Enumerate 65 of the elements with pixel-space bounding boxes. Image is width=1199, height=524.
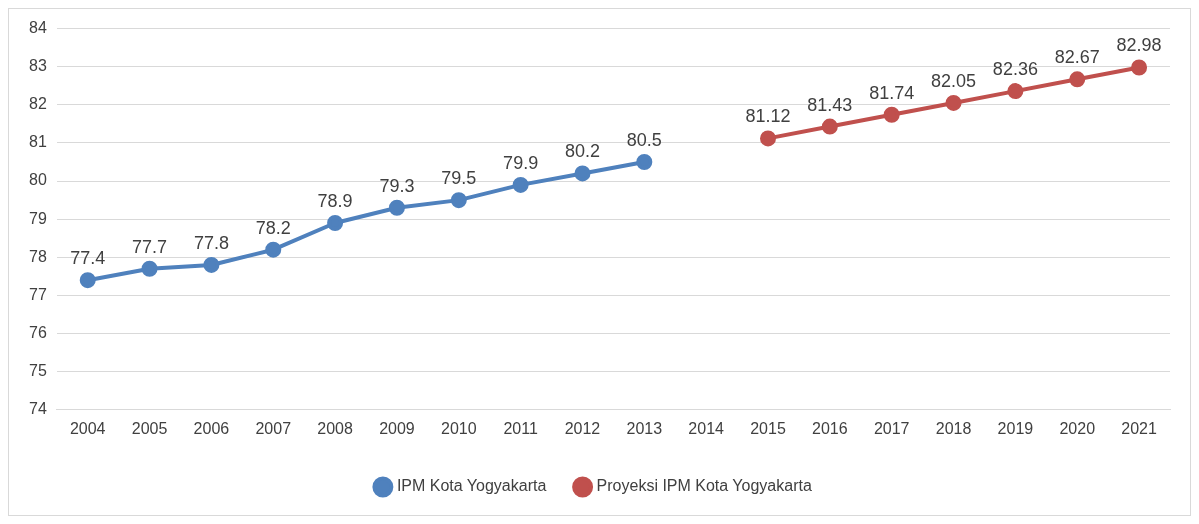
x-tick-label: 2015	[750, 419, 786, 437]
data-label: 78.2	[255, 217, 291, 238]
y-tick-label: 77	[29, 285, 47, 303]
y-tick-label: 74	[29, 400, 47, 418]
y-tick-label: 81	[29, 133, 47, 151]
data-label: 82.67	[1054, 47, 1100, 68]
point	[79, 272, 96, 289]
data-label: 82.05	[931, 70, 977, 91]
data-label: 80.5	[626, 129, 662, 150]
point	[1131, 59, 1148, 76]
x-tick-label: 2014	[688, 419, 725, 437]
point	[1007, 83, 1024, 100]
data-label: 79.5	[441, 168, 477, 189]
data-label: 81.12	[745, 106, 791, 127]
y-tick-label: 76	[29, 323, 47, 341]
point	[636, 154, 653, 171]
point	[512, 176, 529, 193]
legend-label: IPM Kota Yogyakarta	[396, 477, 547, 495]
x-tick-label: 2005	[131, 419, 168, 437]
point	[265, 241, 282, 258]
point	[327, 215, 344, 232]
y-tick-label: 82	[29, 95, 47, 113]
y-tick-label: 83	[29, 57, 47, 75]
point	[141, 260, 158, 277]
y-tick-label: 80	[29, 171, 47, 189]
y-tick-label: 84	[29, 19, 47, 37]
data-label: 80.2	[564, 141, 600, 162]
point	[574, 165, 591, 182]
data-label: 81.74	[869, 82, 915, 103]
x-tick-label: 2017	[873, 419, 910, 437]
point	[388, 199, 405, 216]
point	[450, 192, 467, 209]
x-tick-label: 2008	[317, 419, 353, 437]
x-tick-label: 2011	[503, 419, 538, 437]
x-tick-label: 2013	[626, 419, 663, 437]
x-tick-label: 2004	[69, 419, 106, 437]
x-tick-label: 2019	[997, 419, 1034, 437]
data-label: 82.36	[992, 59, 1038, 80]
x-tick-label: 2012	[564, 419, 601, 437]
data-label: 79.9	[503, 152, 539, 173]
point	[945, 94, 962, 111]
x-tick-label: 2016	[812, 419, 848, 437]
data-label: 82.98	[1116, 35, 1162, 56]
y-tick-label: 78	[29, 247, 47, 265]
data-label: 79.3	[379, 175, 415, 196]
point	[883, 106, 900, 123]
data-label: 78.9	[317, 190, 353, 211]
x-tick-label: 2020	[1059, 419, 1096, 437]
x-tick-label: 2009	[379, 419, 415, 437]
data-label: 77.8	[193, 232, 229, 253]
point	[760, 130, 777, 147]
point	[821, 118, 838, 135]
y-tick-label: 75	[29, 362, 47, 380]
x-tick-label: 2021	[1121, 419, 1157, 437]
point	[203, 256, 220, 273]
x-tick-label: 2006	[193, 419, 230, 437]
x-tick-label: 2010	[440, 419, 477, 437]
data-label: 77.4	[70, 248, 106, 269]
x-tick-label: 2018	[935, 419, 972, 437]
legend-label: Proyeksi IPM Kota Yogyakarta	[596, 477, 812, 495]
x-tick-label: 2007	[255, 419, 292, 437]
data-label: 77.7	[132, 236, 168, 257]
y-tick-label: 79	[29, 209, 47, 227]
point	[1069, 71, 1086, 88]
data-label: 81.43	[807, 94, 853, 115]
